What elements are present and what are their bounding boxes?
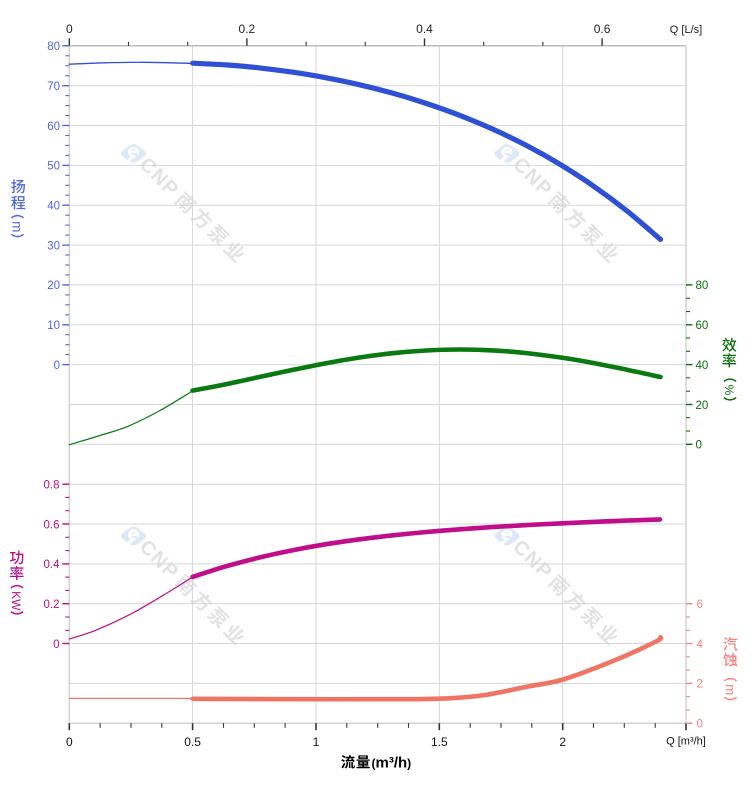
svg-text:40: 40 (696, 360, 709, 372)
svg-text:%: % (722, 385, 736, 396)
svg-text:10: 10 (47, 320, 60, 332)
svg-text:(m³/h): (m³/h) (372, 755, 412, 772)
svg-text:60: 60 (47, 121, 60, 133)
svg-text:2: 2 (697, 679, 703, 691)
svg-text:0: 0 (696, 440, 702, 452)
svg-text:0: 0 (697, 719, 703, 731)
svg-text:Q [m³/h]: Q [m³/h] (666, 736, 706, 748)
svg-text:0.2: 0.2 (239, 22, 256, 36)
svg-text:0: 0 (66, 735, 73, 749)
svg-text:6: 6 (697, 599, 703, 611)
svg-text:0.6: 0.6 (594, 22, 611, 36)
svg-text:0: 0 (54, 360, 60, 372)
svg-text:40: 40 (47, 201, 60, 213)
svg-text:Q [L/s]: Q [L/s] (670, 24, 702, 36)
svg-text:80: 80 (47, 41, 60, 53)
svg-text:1: 1 (313, 735, 320, 749)
svg-text:2: 2 (559, 735, 566, 749)
svg-text:0.4: 0.4 (44, 559, 61, 571)
svg-text:0: 0 (66, 22, 73, 36)
svg-text:80: 80 (696, 280, 709, 292)
svg-text:70: 70 (47, 81, 60, 93)
svg-text:m: m (10, 221, 25, 232)
svg-text:0.6: 0.6 (44, 519, 60, 531)
svg-text:4: 4 (697, 639, 704, 651)
svg-text:0.4: 0.4 (416, 22, 433, 36)
svg-text:0.2: 0.2 (44, 599, 60, 611)
svg-text:0.8: 0.8 (44, 480, 60, 492)
svg-text:0.5: 0.5 (184, 735, 201, 749)
svg-text:0: 0 (53, 639, 59, 651)
svg-text:KW: KW (9, 591, 23, 611)
svg-text:50: 50 (47, 161, 60, 173)
svg-text:m: m (723, 684, 738, 695)
svg-text:20: 20 (47, 280, 60, 292)
svg-text:30: 30 (47, 240, 60, 252)
svg-text:20: 20 (696, 400, 709, 412)
svg-text:60: 60 (696, 320, 709, 332)
svg-text:1.5: 1.5 (431, 735, 448, 749)
